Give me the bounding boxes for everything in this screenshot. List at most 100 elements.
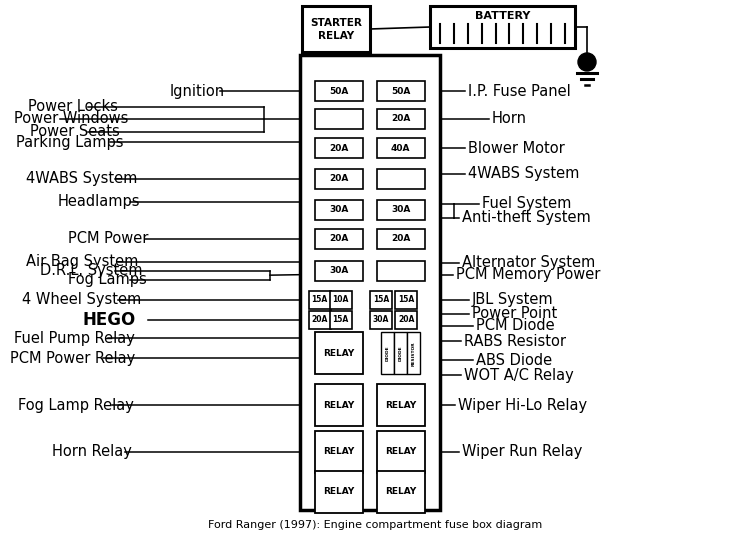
Bar (315, 431, 363, 472)
Bar (376, 471, 424, 513)
Text: 4WABS System: 4WABS System (468, 166, 579, 181)
Bar (376, 431, 424, 472)
Text: RABS Resistor: RABS Resistor (464, 334, 566, 349)
Bar (315, 200, 363, 220)
Text: Power Locks: Power Locks (28, 99, 118, 114)
Text: 15A: 15A (373, 295, 389, 304)
Bar (329, 311, 352, 329)
Bar (376, 169, 424, 189)
Text: Fog Lamp Relay: Fog Lamp Relay (18, 398, 134, 413)
Text: 20A: 20A (391, 114, 410, 123)
Bar (370, 311, 392, 329)
Text: BATTERY: BATTERY (475, 11, 530, 21)
Text: Horn: Horn (492, 111, 527, 126)
Bar (315, 229, 363, 249)
Text: Power Seats: Power Seats (30, 124, 120, 139)
Text: RELAY: RELAY (323, 447, 355, 456)
Bar (315, 169, 363, 189)
Text: Headlamps: Headlamps (58, 194, 140, 209)
Text: 20A: 20A (398, 315, 415, 325)
Text: RESISTOR: RESISTOR (412, 341, 416, 366)
Bar (302, 6, 370, 52)
Text: 30A: 30A (373, 315, 389, 325)
Text: 4 Wheel System: 4 Wheel System (22, 292, 141, 307)
Text: I.P. Fuse Panel: I.P. Fuse Panel (468, 84, 571, 99)
Text: 20A: 20A (329, 144, 349, 153)
Text: 30A: 30A (329, 205, 349, 214)
Text: Parking Lamps: Parking Lamps (16, 135, 124, 150)
Bar (300, 55, 440, 510)
Bar (315, 261, 363, 281)
Bar (376, 109, 424, 129)
Text: RELAY: RELAY (386, 401, 416, 410)
Bar (376, 138, 424, 158)
Text: 50A: 50A (391, 87, 410, 96)
Text: Fuel Pump Relay: Fuel Pump Relay (14, 331, 135, 346)
Text: Air Bag System: Air Bag System (26, 254, 138, 269)
Text: Fog Lamps: Fog Lamps (68, 272, 147, 287)
Text: D.R.L. System: D.R.L. System (40, 263, 142, 278)
Text: PCM Power: PCM Power (68, 231, 148, 246)
Text: Wiper Hi-Lo Relay: Wiper Hi-Lo Relay (458, 398, 587, 413)
Bar (315, 471, 363, 513)
Text: 30A: 30A (329, 266, 349, 275)
Bar (315, 82, 363, 102)
Bar (381, 333, 394, 374)
Text: WOT A/C Relay: WOT A/C Relay (464, 368, 574, 383)
Bar (407, 333, 420, 374)
Text: Blower Motor: Blower Motor (468, 141, 565, 156)
Bar (315, 384, 363, 427)
Bar (315, 109, 363, 129)
Text: 20A: 20A (329, 234, 349, 244)
Bar (315, 333, 363, 374)
Text: RELAY: RELAY (386, 487, 416, 496)
Circle shape (578, 53, 596, 71)
Text: 15A: 15A (398, 295, 415, 304)
Text: Ignition: Ignition (170, 84, 225, 99)
Text: Fuel System: Fuel System (482, 196, 572, 211)
Text: RELAY: RELAY (386, 447, 416, 456)
Text: RELAY: RELAY (318, 31, 354, 41)
Bar (376, 384, 424, 427)
Text: Wiper Run Relay: Wiper Run Relay (462, 444, 582, 459)
Bar (395, 311, 418, 329)
Bar (395, 291, 418, 309)
Text: Alternator System: Alternator System (462, 255, 596, 270)
Text: 30A: 30A (391, 205, 410, 214)
Text: RELAY: RELAY (323, 487, 355, 496)
Text: 20A: 20A (391, 234, 410, 244)
Text: JBL System: JBL System (472, 292, 554, 307)
Text: PCM Power Relay: PCM Power Relay (10, 351, 135, 366)
Bar (430, 6, 575, 48)
Bar (315, 138, 363, 158)
Bar (376, 261, 424, 281)
Text: Horn Relay: Horn Relay (52, 444, 132, 459)
Text: Anti-theft System: Anti-theft System (462, 210, 591, 225)
Bar (376, 82, 424, 102)
Text: PCM Memory Power: PCM Memory Power (456, 267, 600, 282)
Text: DIODE: DIODE (386, 346, 390, 361)
Text: PCM Diode: PCM Diode (476, 318, 554, 333)
Text: Power Windows: Power Windows (14, 111, 128, 126)
Text: 20A: 20A (329, 174, 349, 183)
Bar (394, 333, 407, 374)
Text: 50A: 50A (329, 87, 349, 96)
Bar (376, 200, 424, 220)
Text: HEGO: HEGO (82, 311, 135, 329)
Text: STARTER: STARTER (310, 18, 362, 28)
Text: RELAY: RELAY (323, 349, 355, 358)
Text: 20A: 20A (311, 315, 328, 325)
Text: 4WABS System: 4WABS System (26, 171, 137, 186)
Bar (308, 291, 331, 309)
Text: RELAY: RELAY (323, 401, 355, 410)
Text: 15A: 15A (332, 315, 349, 325)
Bar (376, 229, 424, 249)
Text: 15A: 15A (311, 295, 328, 304)
Text: 10A: 10A (332, 295, 349, 304)
Text: 40A: 40A (391, 144, 410, 153)
Text: Ford Ranger (1997): Engine compartment fuse box diagram: Ford Ranger (1997): Engine compartment f… (208, 520, 542, 530)
Bar (308, 311, 331, 329)
Bar (370, 291, 392, 309)
Bar (329, 291, 352, 309)
Text: ABS Diode: ABS Diode (476, 353, 552, 368)
